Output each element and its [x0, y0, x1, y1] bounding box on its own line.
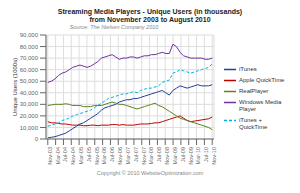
html-text:from November 2003 to August 2: from November 2003 to August 2010 [89, 16, 211, 23]
svg-text:Nov-07: Nov-07 [141, 147, 147, 165]
svg-text:Nov-06: Nov-06 [117, 147, 123, 165]
svg-text:Jul-09: Jul-09 [180, 147, 186, 162]
svg-text:Jul-07: Jul-07 [133, 147, 139, 162]
html-text:Copyright © 2010 WebsiteOptimi: Copyright © 2010 WebsiteOptimization.com [96, 170, 204, 176]
svg-text:30,000: 30,000 [20, 101, 39, 107]
html-text:iTunes: iTunes [239, 65, 257, 72]
html-text:Source: The Nielsen Company 20: Source: The Nielsen Company 2010 [69, 24, 159, 30]
svg-text:Nov-10: Nov-10 [211, 147, 217, 165]
html-text:iTunes + QuickTime: iTunes + QuickTime [239, 116, 268, 130]
svg-text:20,000: 20,000 [20, 113, 39, 119]
svg-text:90,000: 90,000 [20, 32, 39, 38]
svg-text:Jul-08: Jul-08 [156, 147, 162, 162]
svg-text:Mar-10: Mar-10 [195, 147, 201, 164]
svg-text:Unique Users (1000s): Unique Users (1000s) [12, 58, 18, 116]
svg-text:Nov-09: Nov-09 [188, 147, 194, 165]
svg-text:Mar-09: Mar-09 [172, 147, 178, 164]
svg-text:60,000: 60,000 [20, 67, 39, 73]
html-text:Apple QuickTime: Apple QuickTime [239, 76, 285, 83]
svg-text:80,000: 80,000 [20, 44, 39, 50]
svg-text:Jul-10: Jul-10 [203, 147, 209, 162]
svg-text:Mar-07: Mar-07 [125, 147, 131, 164]
svg-text:10,000: 10,000 [20, 125, 39, 131]
svg-text:Nov-04: Nov-04 [70, 147, 76, 165]
svg-text:Mar-05: Mar-05 [78, 147, 84, 164]
svg-text:Jul-05: Jul-05 [86, 147, 92, 162]
svg-text:Nov-05: Nov-05 [94, 147, 100, 165]
svg-text:Nov-08: Nov-08 [164, 147, 170, 165]
svg-text:0: 0 [35, 136, 39, 142]
svg-text:50,000: 50,000 [20, 78, 39, 84]
svg-text:Jul-04: Jul-04 [62, 147, 68, 162]
html-text:Windows Media Player: Windows Media Player [239, 98, 282, 112]
svg-text:Mar-04: Mar-04 [55, 147, 61, 164]
svg-text:Nov-03: Nov-03 [47, 147, 53, 165]
svg-text:Mar-08: Mar-08 [148, 147, 154, 164]
svg-text:40,000: 40,000 [20, 90, 39, 96]
html-text:RealPlayer: RealPlayer [239, 87, 269, 94]
svg-text:Mar-06: Mar-06 [102, 147, 108, 164]
svg-text:Jul-06: Jul-06 [109, 147, 115, 162]
html-text:Streaming Media Players - Uniq: Streaming Media Players - Unique Users (… [57, 8, 243, 15]
svg-text:70,000: 70,000 [20, 55, 39, 61]
